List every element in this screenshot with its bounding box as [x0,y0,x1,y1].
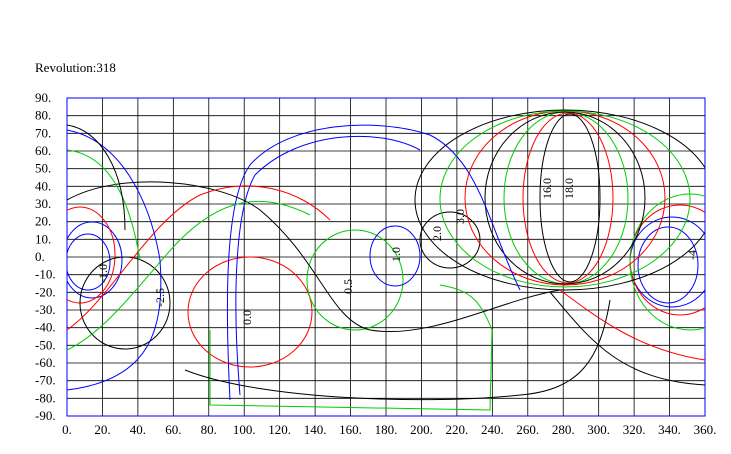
x-tick-label: 220. [446,422,469,437]
y-tick-label: 0. [35,249,45,264]
x-tick-label: 240. [481,422,504,437]
contour [484,111,646,285]
x-tick-label: 80. [201,422,217,437]
x-tick-label: 260. [516,422,539,437]
annotation: 3.0 [453,209,467,224]
annotation: 18.0 [562,178,576,199]
contour [439,110,691,288]
y-tick-label: -70. [35,373,56,388]
y-tick-label: -10. [35,267,56,282]
x-tick-label: 120. [268,422,291,437]
contour [235,135,421,396]
y-tick-label: -90. [35,408,56,423]
contours [67,109,705,411]
y-tick-label: -50. [35,337,56,352]
x-tick-label: 360. [694,422,717,437]
contour [637,226,699,304]
contour [67,233,111,291]
plot-frame [66,97,706,417]
x-tick-label: 0. [62,422,72,437]
y-tick-label: 80. [35,108,51,123]
x-tick-label: 180. [375,422,398,437]
contour [306,229,404,331]
contour [67,149,141,261]
x-tick-label: 300. [587,422,610,437]
contour [67,181,561,333]
contour [539,113,601,283]
annotation: -4 [685,250,699,260]
y-tick-label: 10. [35,231,51,246]
annotation: -2.5 [153,288,167,307]
x-tick-label: 60. [165,422,181,437]
plot-area: 1.0 0.5 2.0 3.0 -2.5 0.0 -1.0 16.0 18.0 … [67,109,705,411]
x-tick-label: 200. [410,422,433,437]
contour [67,129,162,391]
y-tick-label: 70. [35,125,51,140]
contour [414,109,705,291]
annotation: -1.0 [96,264,110,283]
x-tick-label: 140. [304,422,327,437]
contour [67,185,331,331]
contour [549,291,705,386]
annotation: 2.0 [430,226,444,241]
y-tick-label: 90. [35,90,51,105]
x-tick-label: 280. [552,422,575,437]
x-tick-label: 100. [233,422,256,437]
contour [67,221,123,299]
contour [226,124,521,401]
y-tick-label: 40. [35,178,51,193]
chart-title: Revolution:318 [35,60,116,75]
annotation: 16.0 [540,178,554,199]
contour [187,256,313,368]
y-tick-label: -30. [35,302,56,317]
contour [369,225,421,287]
x-tick-label: 40. [130,422,146,437]
contour [559,289,705,361]
contour [184,299,611,401]
y-tick-label: 20. [35,214,51,229]
y-tick-label: 30. [35,196,51,211]
x-tick-label: 20. [94,422,110,437]
x-tick-label: 320. [623,422,646,437]
contour [522,112,614,284]
y-tick-label: 50. [35,161,51,176]
x-tick-label: 340. [658,422,681,437]
contour [419,211,481,269]
y-tick-label: 60. [35,143,51,158]
contour [67,200,311,351]
y-tick-label: -60. [35,355,56,370]
x-tick-label: 160. [339,422,362,437]
contour [67,124,126,231]
contour [629,216,705,308]
annotation: 0.5 [341,279,355,294]
contour [79,256,171,350]
annotation: 0.0 [240,310,254,325]
y-tick-label: -40. [35,320,56,335]
y-tick-label: -20. [35,284,56,299]
annotation: 1.0 [389,247,403,262]
contour [209,284,493,411]
y-tick-label: -80. [35,390,56,405]
